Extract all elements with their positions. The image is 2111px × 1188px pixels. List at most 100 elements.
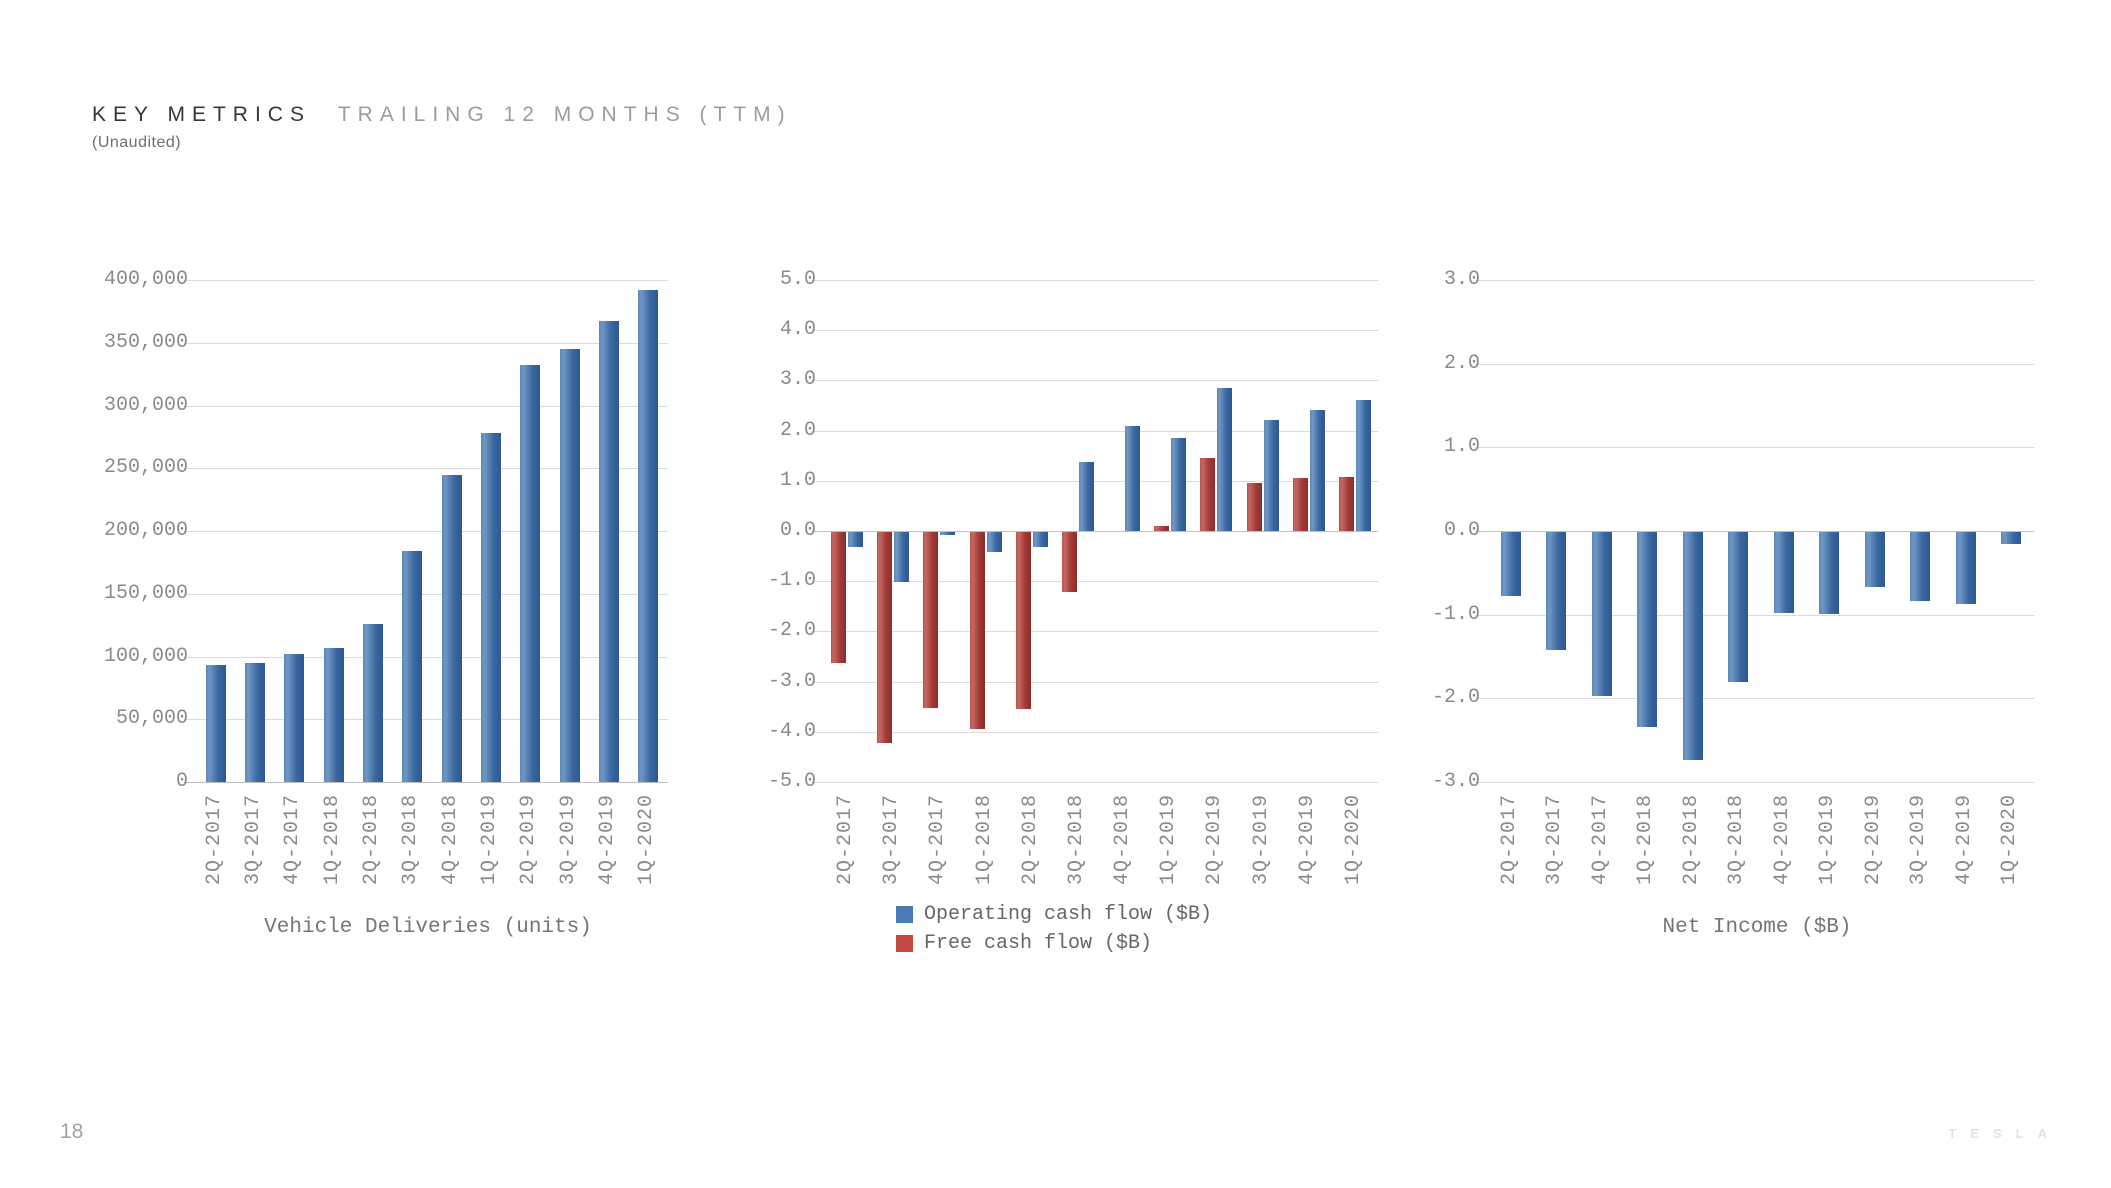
bar-blue: [1773, 532, 1794, 614]
x-tick-label: 4Q-2017: [1588, 794, 1612, 886]
gridline: [812, 681, 1378, 683]
bar-blue: [1910, 532, 1931, 602]
bar-blue: [1546, 532, 1567, 650]
x-tick-label: 3Q-2018: [399, 794, 423, 886]
gridline: [1476, 363, 2034, 365]
bar-red: [1292, 478, 1308, 531]
chart-title: Vehicle Deliveries (units): [264, 916, 592, 939]
gridline: [1476, 280, 2034, 281]
zero-axis-line: [184, 782, 668, 783]
bar-blue: [481, 433, 501, 782]
x-tick-label: 1Q-2019: [1157, 794, 1181, 886]
bar-blue: [848, 532, 864, 548]
gridline: [184, 593, 668, 595]
bar-red: [1338, 476, 1354, 531]
y-tick-label: 3.0: [1443, 268, 1480, 291]
bar-blue: [1263, 419, 1279, 531]
gridline: [184, 405, 668, 407]
bar-blue: [1125, 425, 1141, 531]
x-tick-label: 3Q-2017: [1543, 794, 1567, 886]
x-tick-label: 2Q-2018: [1679, 794, 1703, 886]
y-tick-label: -5.0: [767, 770, 816, 793]
gridline: [184, 280, 668, 281]
bar-blue: [363, 623, 383, 782]
bar-blue: [986, 532, 1002, 553]
y-tick-label: 300,000: [103, 393, 188, 417]
title-secondary: TRAILING 12 MONTHS (TTM): [337, 103, 792, 126]
y-tick-label: 0.0: [779, 519, 816, 542]
x-tick-label: 4Q-2019: [1952, 794, 1976, 886]
bar-blue: [1591, 532, 1612, 696]
gridline: [812, 631, 1378, 633]
y-tick-label: 0: [175, 770, 188, 793]
gridline: [184, 531, 668, 532]
y-tick-label: 400,000: [103, 268, 188, 291]
x-tick-label: 3Q-2019: [556, 794, 580, 886]
y-tick-label: -1.0: [1431, 602, 1480, 626]
y-tick-label: 4.0: [779, 318, 816, 342]
legend-swatch-blue: [896, 906, 913, 923]
bar-red: [923, 532, 939, 708]
x-tick-label: 2Q-2018: [360, 794, 383, 886]
y-tick-label: -1.0: [767, 569, 816, 593]
y-tick-label: 0.0: [1443, 519, 1480, 542]
bar-red: [1061, 532, 1077, 593]
bar-blue: [402, 551, 423, 782]
x-tick-label: 1Q-2019: [478, 794, 501, 886]
bar-blue: [520, 365, 541, 782]
bar-blue: [205, 665, 226, 782]
bar-blue: [441, 474, 462, 782]
x-tick-label: 4Q-2018: [1111, 794, 1135, 886]
legend-label: Operating cash flow ($B): [924, 903, 1213, 926]
y-tick-label: -4.0: [767, 719, 816, 743]
bar-blue: [284, 653, 305, 782]
bar-blue: [940, 532, 956, 535]
x-tick-label: 4Q-2017: [281, 794, 305, 886]
x-tick-label: 4Q-2019: [596, 794, 619, 886]
bar-blue: [1309, 410, 1325, 531]
gridline: [812, 480, 1378, 482]
bar-red: [969, 532, 985, 730]
x-tick-label: 2Q-2019: [1861, 794, 1885, 886]
gridline: [812, 430, 1378, 432]
bar-blue: [1819, 532, 1840, 614]
bar-red: [877, 532, 893, 743]
legend-label: Free cash flow ($B): [924, 932, 1153, 955]
x-tick-label: 1Q-2018: [972, 794, 996, 886]
y-tick-label: -2.0: [767, 619, 816, 643]
y-tick-label: 200,000: [103, 519, 188, 542]
gridline: [1476, 614, 2034, 616]
y-tick-label: 50,000: [115, 707, 188, 731]
chart-title: Net Income ($B): [1662, 916, 1852, 939]
gridline: [812, 581, 1378, 583]
bar-blue: [245, 662, 265, 782]
y-tick-label: 5.0: [779, 268, 816, 291]
bar-red: [1246, 483, 1262, 531]
x-tick-label: 1Q-2018: [1634, 794, 1658, 886]
gridline: [184, 656, 668, 658]
tesla-logo: TESLA: [1948, 1126, 2061, 1141]
bar-blue: [894, 532, 910, 583]
gridline: [1476, 782, 2034, 783]
bar-red: [1154, 525, 1170, 531]
bar-red: [1015, 532, 1031, 709]
y-tick-label: 1.0: [779, 468, 816, 492]
bar-blue: [2001, 532, 2022, 544]
y-tick-label: 100,000: [103, 644, 188, 668]
x-tick-label: 2Q-2019: [517, 794, 541, 886]
x-tick-label: 3Q-2017: [242, 794, 265, 886]
y-tick-label: 2.0: [779, 418, 816, 442]
bar-blue: [1217, 387, 1233, 531]
bar-blue: [1864, 532, 1885, 588]
x-tick-label: 1Q-2020: [1998, 794, 2022, 886]
x-tick-label: 4Q-2018: [1770, 794, 1794, 886]
gridline: [812, 330, 1378, 332]
bar-blue: [1171, 437, 1187, 531]
x-tick-label: 4Q-2017: [926, 794, 950, 886]
x-tick-label: 3Q-2018: [1064, 794, 1088, 886]
gridline: [1476, 698, 2034, 700]
x-tick-label: 2Q-2017: [202, 794, 226, 886]
y-tick-label: 2.0: [1443, 351, 1480, 375]
x-tick-label: 2Q-2018: [1018, 794, 1042, 886]
